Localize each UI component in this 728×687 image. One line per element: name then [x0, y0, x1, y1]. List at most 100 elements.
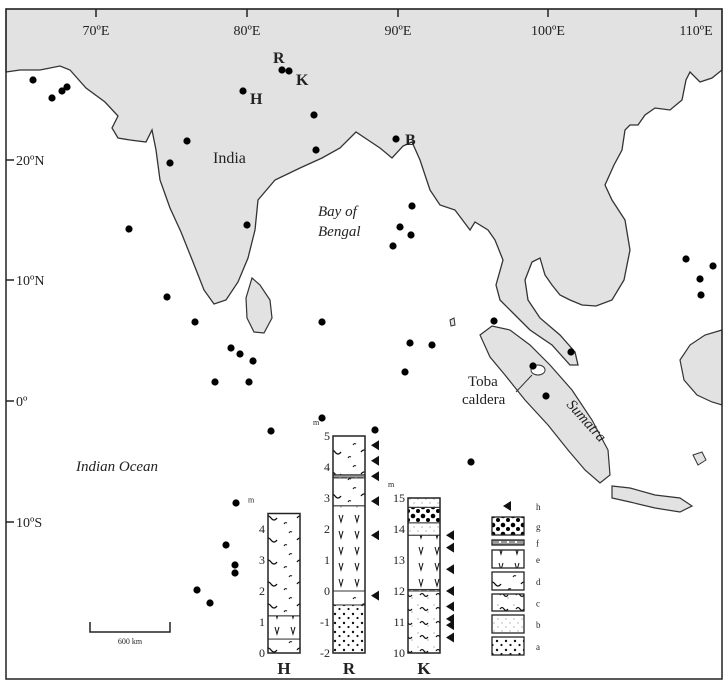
asia-mainland	[5, 8, 723, 366]
site-marker	[392, 135, 400, 143]
toba-leader-line	[515, 374, 533, 393]
layer-c	[407, 590, 441, 654]
layer-e	[332, 505, 366, 592]
layer-d	[332, 590, 366, 606]
layer-e	[407, 534, 441, 590]
depth-tick-label: 2	[259, 584, 265, 598]
layer-d	[332, 477, 366, 507]
site-marker	[682, 255, 690, 263]
java	[611, 485, 694, 513]
site-marker	[232, 499, 240, 507]
legend-item-h: h	[503, 501, 541, 512]
nicobar-islands	[449, 317, 456, 327]
longitude-label: 80ºE	[234, 24, 261, 39]
site-marker	[48, 94, 56, 102]
legend-swatch	[491, 549, 525, 569]
legend-key: h	[536, 502, 541, 512]
legend-key: g	[536, 522, 541, 532]
depth-tick-label: 13	[393, 553, 405, 567]
site-marker	[285, 67, 293, 75]
depth-tick-label: -2	[320, 646, 330, 660]
legend-key: f	[536, 539, 539, 549]
sumatra	[479, 325, 611, 484]
site-marker	[125, 225, 133, 233]
site-label-k: K	[296, 72, 309, 89]
site-marker	[29, 76, 37, 84]
scale-bar-line	[89, 622, 171, 633]
depth-tick-label: 14	[393, 522, 405, 536]
legend-swatch	[491, 571, 525, 591]
layer-b	[407, 497, 441, 508]
legend-swatch	[491, 516, 525, 536]
site-marker	[371, 426, 379, 434]
unit-label: m	[248, 496, 255, 505]
longitude-label: 70ºE	[83, 24, 110, 39]
label-toba-2: caldera	[462, 392, 506, 408]
longitude-label: 90ºE	[385, 24, 412, 39]
site-marker	[183, 137, 191, 145]
column-k: 10 11 12 13 14 15 m K	[388, 480, 454, 678]
site-marker	[193, 586, 201, 594]
site-marker	[227, 344, 235, 352]
legend-key: d	[536, 577, 541, 587]
site-marker	[312, 146, 320, 154]
depth-tick-label: 3	[259, 553, 265, 567]
scale-bar-label: 600 km	[118, 637, 143, 646]
label-bay-of-bengal-1: Bay of	[318, 204, 359, 220]
sample-arrow	[446, 620, 454, 631]
column-name: R	[343, 659, 356, 678]
sample-arrow	[371, 496, 379, 507]
site-marker	[191, 318, 199, 326]
layer-a	[332, 604, 366, 654]
layer-d	[332, 435, 366, 476]
site-marker	[709, 262, 717, 270]
site-marker	[542, 392, 550, 400]
site-marker	[401, 368, 409, 376]
sample-arrow	[371, 455, 379, 466]
site-marker	[406, 339, 414, 347]
legend-swatch	[491, 614, 525, 634]
layer-b	[407, 522, 441, 536]
site-marker	[567, 348, 575, 356]
site-marker	[467, 458, 475, 466]
site-marker	[408, 202, 416, 210]
legend-key: e	[536, 555, 540, 565]
column-name: H	[277, 659, 290, 678]
sample-arrow	[446, 564, 454, 575]
depth-tick-label: 11	[393, 615, 405, 629]
site-marker	[396, 223, 404, 231]
site-label-h: H	[250, 91, 263, 108]
legend-key: b	[536, 620, 541, 630]
legend-key: c	[536, 599, 540, 609]
layer-d	[267, 513, 301, 617]
sample-arrow	[446, 632, 454, 643]
depth-tick-label: 10	[393, 646, 405, 660]
sample-arrow	[371, 471, 379, 482]
site-label-b: B	[405, 132, 416, 149]
sample-arrow	[446, 542, 454, 553]
depth-tick-label: -1	[320, 615, 330, 629]
site-marker	[166, 159, 174, 167]
unit-label: m	[388, 480, 395, 489]
legend-arrow-symbol	[503, 501, 511, 511]
label-indian-ocean: Indian Ocean	[75, 459, 158, 475]
legend-item-g: g	[491, 516, 541, 536]
site-marker	[231, 569, 239, 577]
site-marker	[231, 561, 239, 569]
legend-swatch	[491, 593, 525, 612]
site-marker	[267, 427, 275, 435]
longitude-label: 110ºE	[679, 24, 712, 39]
sample-arrow	[446, 530, 454, 541]
depth-tick-label: 4	[324, 460, 330, 474]
label-india: India	[213, 150, 246, 167]
label-toba-1: Toba	[468, 374, 498, 390]
sample-arrow	[371, 530, 379, 541]
site-marker	[318, 318, 326, 326]
map-frame	[5, 8, 723, 680]
sample-arrow	[371, 440, 379, 451]
latitude-label: 10ºS	[16, 516, 42, 531]
depth-tick-label: 3	[324, 491, 330, 505]
site-marker	[206, 599, 214, 607]
depth-tick-label: 4	[259, 522, 265, 536]
